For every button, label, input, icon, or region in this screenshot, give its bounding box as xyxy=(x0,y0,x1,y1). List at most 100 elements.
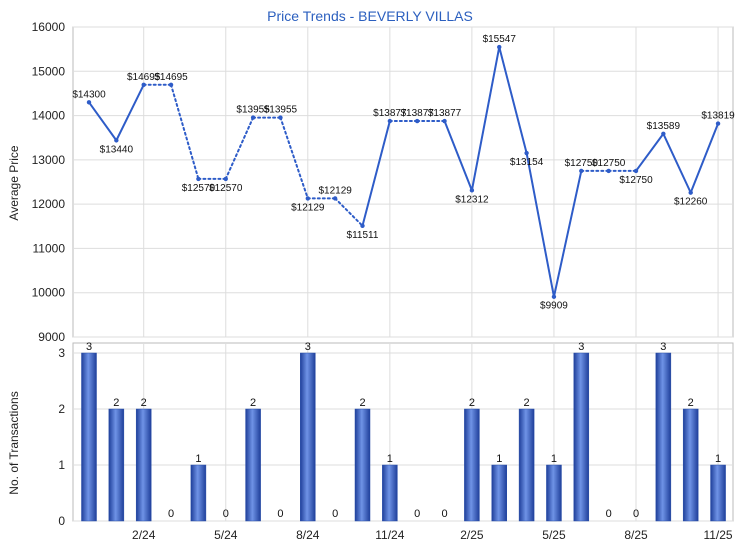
transaction-bar xyxy=(710,464,726,522)
price-point xyxy=(606,168,611,174)
price-point xyxy=(579,168,584,174)
transaction-bar xyxy=(245,408,261,522)
transaction-count-label: 0 xyxy=(633,508,639,520)
x-tick-label: 5/24 xyxy=(214,528,238,542)
transaction-bar xyxy=(491,464,507,522)
price-point xyxy=(278,115,283,120)
price-point xyxy=(305,196,310,201)
transaction-count-label: 2 xyxy=(524,397,530,409)
price-point xyxy=(469,188,475,193)
price-point xyxy=(415,118,420,124)
transaction-bar xyxy=(655,352,672,522)
price-y-tick-label: 10000 xyxy=(32,286,66,300)
price-point xyxy=(715,121,721,126)
price-point xyxy=(168,82,174,87)
price-line-segment xyxy=(334,197,364,227)
price-point xyxy=(551,294,557,299)
price-line-segment xyxy=(689,122,720,194)
transaction-count-label: 1 xyxy=(496,453,502,465)
transaction-count-label: 0 xyxy=(332,508,338,520)
labels-layer: 3 2 2 0 1 0 2 0 3 0 2 1 0 0 2 1 2 1 3 0 0 3 2 1 $14300 $13440 $146… xyxy=(72,34,735,520)
transaction-count-label: 2 xyxy=(469,397,475,409)
line-layer xyxy=(86,44,721,299)
transaction-count-label: 0 xyxy=(606,508,612,520)
grid-layer: 9000100001100012000130001400015000160000… xyxy=(32,20,734,542)
transaction-bar xyxy=(546,464,562,522)
price-y-tick-label: 15000 xyxy=(32,64,66,78)
transaction-bar xyxy=(190,464,207,522)
price-line-segment xyxy=(361,120,391,227)
price-data-label: $14695 xyxy=(127,72,161,83)
price-point xyxy=(332,196,338,201)
transactions-y-tick-label: 0 xyxy=(58,514,65,528)
price-line-segment xyxy=(525,152,555,298)
transaction-bar xyxy=(518,408,535,522)
transactions-y-tick-label: 2 xyxy=(58,402,65,416)
price-line-segment xyxy=(498,46,528,155)
transaction-bar xyxy=(135,408,152,522)
price-line-segment xyxy=(170,83,200,180)
x-tick-label: 2/25 xyxy=(460,528,484,542)
transaction-bar xyxy=(382,464,398,522)
price-data-label: $13589 xyxy=(647,121,681,132)
transaction-count-label: 2 xyxy=(113,397,119,409)
price-point xyxy=(524,150,529,156)
x-tick-label: 2/24 xyxy=(132,528,156,542)
price-point xyxy=(661,131,666,136)
transaction-bar xyxy=(81,352,97,522)
price-y-axis-title: Average Price xyxy=(7,145,21,220)
bars-layer xyxy=(81,352,726,522)
price-point xyxy=(360,223,365,228)
price-data-label: $13877 xyxy=(373,108,407,119)
price-data-label: $13819 xyxy=(701,111,735,122)
price-data-label: $12129 xyxy=(318,185,352,196)
price-line-segment xyxy=(443,120,473,192)
transaction-count-label: 1 xyxy=(195,453,201,465)
x-tick-label: 8/24 xyxy=(296,528,320,542)
chart-title: Price Trends - BEVERLY VILLAS xyxy=(267,8,473,24)
transaction-count-label: 3 xyxy=(305,341,311,353)
price-data-label: $13955 xyxy=(264,105,298,116)
price-data-label: $12260 xyxy=(674,197,708,208)
transaction-count-label: 2 xyxy=(250,397,256,409)
transaction-count-label: 1 xyxy=(715,453,721,465)
transaction-count-label: 0 xyxy=(277,508,283,520)
price-data-label: $12570 xyxy=(209,183,243,194)
price-y-tick-label: 12000 xyxy=(32,197,66,211)
transaction-bar xyxy=(682,408,699,522)
price-y-tick-label: 9000 xyxy=(38,330,65,344)
price-data-label: $12312 xyxy=(455,194,489,205)
price-line-segment xyxy=(224,116,255,180)
price-data-label: $9909 xyxy=(540,301,568,312)
price-data-label: $14695 xyxy=(154,72,188,83)
transaction-count-label: 0 xyxy=(441,508,447,520)
price-data-label: $12129 xyxy=(291,202,325,213)
price-y-tick-label: 14000 xyxy=(32,109,66,123)
price-data-label: $12750 xyxy=(619,175,653,186)
transaction-count-label: 1 xyxy=(551,453,557,465)
price-point xyxy=(114,138,119,143)
price-point xyxy=(497,44,502,50)
transactions-y-axis-title: No. of Transactions xyxy=(7,391,21,494)
price-data-label: $13440 xyxy=(100,144,134,155)
price-data-label: $13877 xyxy=(401,108,435,119)
price-data-label: $13154 xyxy=(510,157,544,168)
transaction-count-label: 1 xyxy=(387,453,393,465)
price-data-label: $12750 xyxy=(565,158,599,169)
transaction-bar xyxy=(108,408,125,522)
transaction-count-label: 3 xyxy=(86,341,92,353)
transactions-y-tick-label: 3 xyxy=(58,346,65,360)
transaction-count-label: 2 xyxy=(688,397,694,409)
price-data-label: $13877 xyxy=(428,108,462,119)
transaction-bar xyxy=(354,408,371,522)
price-line-segment xyxy=(635,132,665,172)
transaction-count-label: 2 xyxy=(141,397,147,409)
transaction-count-label: 3 xyxy=(578,341,584,353)
transaction-count-label: 2 xyxy=(359,397,365,409)
price-point xyxy=(688,190,693,195)
price-data-label: $13955 xyxy=(236,105,270,116)
transaction-count-label: 0 xyxy=(223,508,229,520)
price-data-label: $15547 xyxy=(483,34,517,45)
price-point xyxy=(387,118,393,124)
